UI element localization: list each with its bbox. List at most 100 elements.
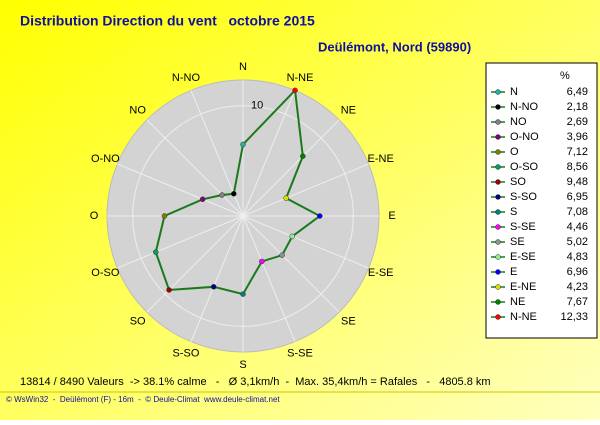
direction-label: S — [239, 359, 246, 371]
legend-marker — [495, 299, 501, 305]
legend-label: NE — [510, 296, 525, 308]
legend-value: 7,67 — [567, 296, 588, 308]
footer-stats: 13814 / 8490 Valeurs -> 38.1% calme - Ø … — [20, 376, 491, 388]
spoke — [242, 215, 369, 269]
direction-label: N — [239, 61, 247, 73]
legend-value: 4,23 — [567, 281, 588, 293]
legend-label: S-SO — [510, 191, 537, 203]
legend-marker — [495, 254, 501, 260]
point — [166, 287, 172, 293]
legend-value: 7,12 — [567, 146, 588, 158]
legend-label: S-SE — [510, 221, 536, 233]
spoke — [242, 163, 369, 217]
direction-label: O-NO — [91, 153, 120, 165]
point — [240, 291, 246, 297]
legend-marker — [495, 104, 501, 110]
point — [231, 191, 237, 197]
spoke — [242, 90, 296, 217]
point — [289, 233, 295, 240]
direction-label: N-NO — [172, 72, 201, 84]
legend-marker — [495, 134, 501, 140]
legend-label: E-NE — [510, 281, 536, 293]
direction-label: O-SO — [91, 267, 120, 279]
legend-marker — [495, 149, 501, 155]
direction-label: S-SO — [173, 348, 200, 360]
legend-label: SO — [510, 176, 526, 188]
legend-marker — [495, 314, 501, 320]
legend-marker — [495, 164, 501, 170]
point — [219, 192, 225, 198]
legend-label: E — [510, 266, 517, 278]
credit: © WsWin32 - Deülémont (F) - 16m - © Deul… — [6, 395, 280, 404]
point — [283, 195, 289, 201]
legend-value: 7,08 — [567, 206, 588, 218]
direction-label: SO — [130, 315, 146, 327]
legend-marker — [495, 194, 501, 200]
legend-label: N-NO — [510, 101, 539, 113]
spoke — [146, 215, 244, 313]
legend-marker — [495, 239, 501, 245]
legend-value: 8,56 — [567, 161, 588, 173]
legend-marker — [495, 269, 501, 275]
legend-marker — [495, 284, 501, 290]
legend-label: NO — [510, 116, 527, 128]
legend-value: 3,96 — [567, 131, 588, 143]
legend-value: 2,69 — [567, 116, 588, 128]
legend-header: % — [560, 70, 570, 82]
legend-label: O — [510, 146, 519, 158]
legend-value: 5,02 — [567, 236, 588, 248]
legend-value: 12,33 — [560, 311, 588, 323]
grid-ring — [132, 105, 354, 327]
point — [259, 258, 265, 265]
legend-marker — [495, 224, 501, 230]
point — [300, 153, 306, 159]
direction-label: E-NE — [368, 153, 394, 165]
point — [240, 141, 246, 148]
direction-label: SE — [341, 315, 356, 327]
chart-title: Distribution Direction du vent octobre 2… — [20, 13, 315, 29]
legend-value: 9,48 — [567, 176, 588, 188]
legend-label: SE — [510, 236, 525, 248]
legend-value: 6,49 — [567, 86, 588, 98]
spoke — [190, 215, 244, 342]
legend-value: 6,95 — [567, 191, 588, 203]
direction-label: E-SE — [368, 267, 394, 279]
legend-label: S — [510, 206, 517, 218]
direction-label: NE — [341, 105, 356, 117]
point — [199, 196, 206, 203]
point — [161, 213, 168, 219]
legend-value: 4,83 — [567, 251, 588, 263]
direction-label: N-NE — [287, 72, 314, 84]
point — [317, 213, 323, 219]
point — [292, 87, 298, 94]
r-tick-label: 10 — [251, 100, 263, 112]
direction-label: O — [90, 210, 99, 222]
legend-value: 4,46 — [567, 221, 588, 233]
legend-marker — [495, 89, 501, 95]
legend-label: E-SE — [510, 251, 536, 263]
spoke — [242, 215, 340, 313]
spoke — [117, 215, 244, 269]
spoke — [242, 215, 296, 342]
direction-label: S-SE — [287, 348, 313, 360]
legend-label: N-NE — [510, 311, 537, 323]
point — [279, 252, 285, 258]
legend-label: O-SO — [510, 161, 539, 173]
legend-marker — [495, 119, 501, 125]
direction-label: NO — [129, 105, 146, 117]
spoke — [146, 119, 244, 217]
legend-value: 6,96 — [567, 266, 588, 278]
legend-marker — [495, 209, 501, 215]
legend-label: N — [510, 86, 518, 98]
spoke — [242, 119, 340, 217]
direction-label: E — [388, 210, 395, 222]
spoke — [117, 163, 244, 217]
legend-box — [485, 62, 598, 339]
chart-subtitle: Deülémont, Nord (59890) — [318, 39, 471, 54]
legend-label: O-NO — [510, 131, 539, 143]
legend-marker — [495, 179, 501, 185]
point — [210, 284, 217, 290]
legend-value: 2,18 — [567, 101, 588, 113]
